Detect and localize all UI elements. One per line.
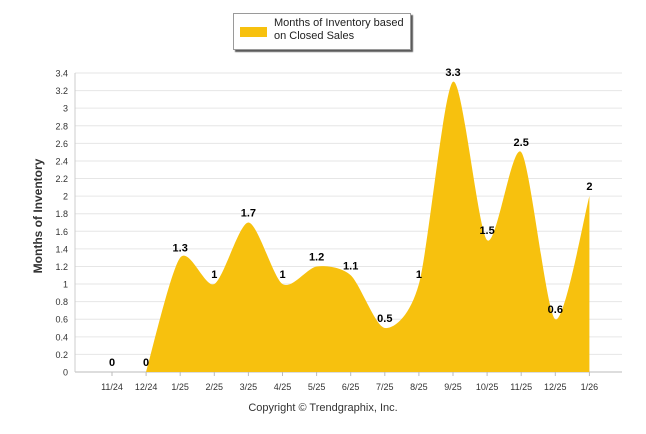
data-label: 1.3 [173, 243, 188, 255]
data-label: 3.3 [445, 67, 460, 79]
data-label: 0 [109, 357, 115, 369]
data-label: 1 [279, 269, 285, 281]
y-tick-label: 0.2 [55, 350, 68, 360]
y-axis-title: Months of Inventory [31, 158, 45, 273]
x-tick-label: 12/24 [135, 382, 158, 392]
x-tick-label: 12/25 [544, 382, 567, 392]
x-tick-label: 4/25 [274, 382, 292, 392]
y-tick-label: 2 [63, 192, 68, 202]
y-tick-label: 0.8 [55, 297, 68, 307]
y-tick-label: 0.4 [55, 332, 68, 342]
x-tick-label: 5/25 [308, 382, 326, 392]
data-label: 2 [586, 181, 592, 193]
y-tick-label: 0 [63, 368, 68, 378]
y-tick-label: 1 [63, 280, 68, 290]
y-tick-label: 3.4 [55, 69, 68, 79]
legend-swatch [240, 27, 267, 37]
series-area [146, 81, 590, 372]
data-labels: 0 0 1.3 1 1.7 1 1.2 1.1 0.5 1 3.3 1.5 2.5 0.6 2 [109, 67, 593, 369]
y-axis-ticks: 0 0.2 0.4 0.6 0.8 1 1.2 1.4 1.6 1.8 2 2.2 2.4 2.6 2.8 3… [55, 69, 68, 378]
data-label: 1 [416, 269, 422, 281]
copyright-text: Copyright © Trendgraphix, Inc. [248, 402, 398, 414]
y-tick-label: 0.6 [55, 315, 68, 325]
x-tick-label: 1/26 [581, 382, 599, 392]
data-label: 1 [211, 269, 217, 281]
x-tick-label: 9/25 [444, 382, 462, 392]
x-tick-label: 11/25 [510, 382, 532, 392]
data-label: 1.7 [241, 208, 256, 220]
data-label: 0.5 [377, 313, 392, 325]
x-tick-label: 11/24 [101, 382, 123, 392]
y-tick-label: 3.2 [55, 86, 68, 96]
y-tick-label: 2.2 [55, 174, 68, 184]
data-label: 1.1 [343, 260, 358, 272]
x-tick-label: 8/25 [410, 382, 428, 392]
legend-label: Months of Inventory based on Closed Sale… [274, 17, 404, 42]
data-label: 2.5 [514, 137, 529, 149]
y-tick-label: 1.2 [55, 262, 68, 272]
x-tick-label: 7/25 [376, 382, 394, 392]
x-axis-ticks: 11/24 12/24 1/25 2/25 3/25 4/25 5/25 6/25 7/25 8/… [101, 372, 598, 392]
y-tick-label: 3 [63, 104, 68, 114]
y-tick-label: 1.6 [55, 227, 68, 237]
x-tick-label: 3/25 [240, 382, 258, 392]
x-tick-label: 2/25 [206, 382, 224, 392]
x-tick-label: 1/25 [171, 382, 189, 392]
data-label: 0.6 [548, 304, 563, 316]
data-label: 1.5 [479, 225, 494, 237]
x-tick-label: 6/25 [342, 382, 360, 392]
legend: Months of Inventory based on Closed Sale… [233, 13, 411, 50]
y-tick-label: 2.8 [55, 121, 68, 131]
x-tick-label: 10/25 [476, 382, 499, 392]
y-tick-label: 2.6 [55, 139, 68, 149]
y-tick-label: 2.4 [55, 156, 68, 166]
y-tick-label: 1.8 [55, 209, 68, 219]
data-label: 0 [143, 357, 149, 369]
y-tick-label: 1.4 [55, 244, 68, 254]
data-label: 1.2 [309, 251, 324, 263]
